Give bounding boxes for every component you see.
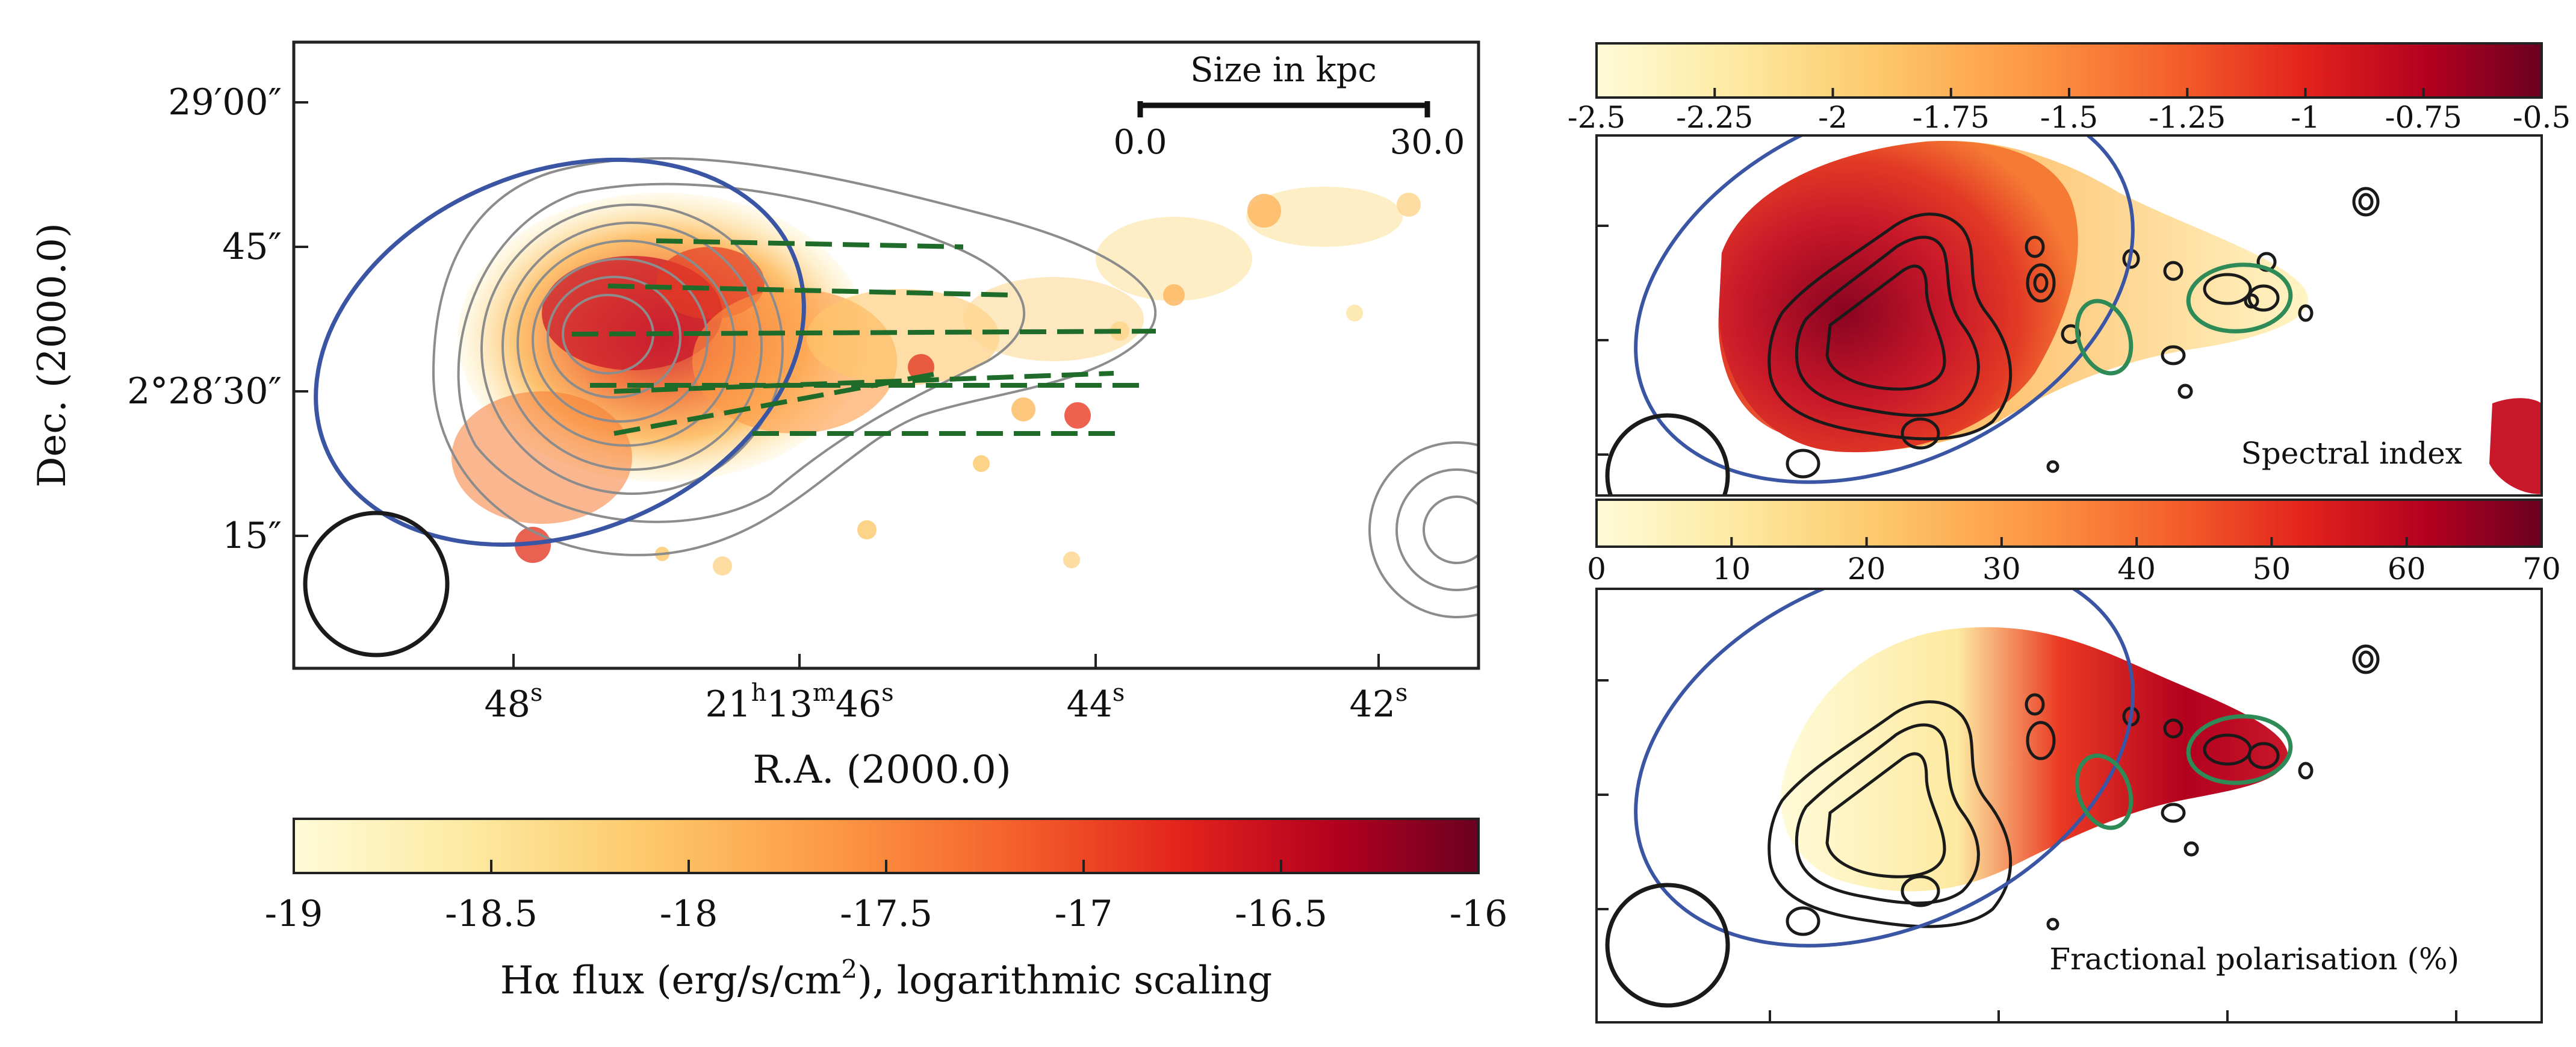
spectral-frame: [1595, 134, 2543, 497]
colorbar-tick-label: -19: [265, 893, 323, 935]
ytick-label: 29′00″: [168, 81, 282, 123]
colorbar-tick-label: -1.25: [2149, 100, 2226, 135]
radio-contours: [432, 157, 1479, 618]
polarisation-panel: 0 10 20 30 40 50 60 70: [1587, 499, 2561, 1024]
halpha-map: [303, 157, 1479, 657]
colorbar-tick-label: -16.5: [1235, 893, 1327, 935]
black-contours: [1768, 644, 2380, 936]
colorbar-tick-label: 50: [2253, 551, 2291, 586]
scale-bar-max: 30.0: [1390, 123, 1465, 162]
panel-label-polarisation: Fractional polarisation (%): [2049, 942, 2459, 977]
polarisation-frame: [1595, 588, 2543, 1024]
y-axis-label: Dec. (2000.0): [30, 223, 75, 488]
colorbar-tick-label: -1.75: [1913, 100, 1990, 135]
spectral-map: [1605, 135, 2542, 496]
colorbar-tick-label: 40: [2117, 551, 2156, 586]
scale-bar: Size in kpc 0.0 30.0: [1113, 51, 1465, 162]
ytick-label: 45″: [222, 226, 282, 268]
colorbar-tick-label: -16: [1450, 893, 1508, 935]
colorbar-tick-label: 70: [2522, 551, 2561, 586]
colorbar-tick-label: -17.5: [840, 893, 933, 935]
beam-circle: [303, 511, 450, 657]
xtick-label: 21h13m46s: [705, 679, 893, 725]
xtick-label: 48s: [485, 679, 543, 725]
colorbar-label: Hα flux (erg/s/cm2), logarithmic scaling: [500, 954, 1272, 1003]
xtick-label: 42s: [1350, 679, 1408, 725]
colorbar-tick-label: -2.25: [1676, 100, 1753, 135]
blue-ellipse: [314, 157, 806, 547]
colorbar-tick-label: 60: [2388, 551, 2426, 586]
halpha-panel: Size in kpc 0.0 30.0 29′00″ 45″ 2°28′30″…: [30, 40, 1508, 1003]
colorbar-tick-label: -2.5: [1568, 100, 1625, 135]
colorbar-tick-label: -0.75: [2385, 100, 2462, 135]
x-axis-label: R.A. (2000.0): [753, 748, 1011, 792]
scale-bar-min: 0.0: [1113, 123, 1167, 162]
black-contours: [1768, 187, 2380, 479]
colorbar-tick-label: -1: [2291, 100, 2320, 135]
polarisation-vectors: [571, 238, 1156, 436]
halpha-frame: [292, 40, 1480, 670]
colorbar-tick-label: 10: [1712, 551, 1751, 586]
ytick-label: 2°28′30″: [127, 370, 282, 412]
ytick-label: 15″: [222, 515, 282, 557]
colorbar-tick-label: -18: [660, 893, 718, 935]
colorbar-tick-label: -1.5: [2040, 100, 2098, 135]
colorbar-tick-label: -17: [1055, 893, 1113, 935]
polarisation-map: [1605, 589, 2380, 1008]
panel-label-spectral: Spectral index: [2241, 436, 2462, 471]
colorbar-tick-label: 0: [1587, 551, 1606, 586]
xtick-label: 44s: [1067, 679, 1125, 725]
colorbar-tick-label: 30: [1982, 551, 2021, 586]
halpha-colorbar: -19 -18.5 -18 -17.5 -17 -16.5 -16 Hα flux (erg…: [265, 818, 1508, 1003]
spectral-panel: -2.5 -2.25 -2 -1.75 -1.5 -1.25 -1 -0.75 -0.5: [1568, 42, 2571, 497]
colorbar-tick-label: 20: [1848, 551, 1886, 586]
colorbar-tick-label: -0.5: [2513, 100, 2571, 135]
colorbar-tick-label: -2: [1818, 100, 1848, 135]
scale-bar-title: Size in kpc: [1190, 51, 1377, 90]
colorbar-tick-label: -18.5: [445, 893, 538, 935]
polarisation-colorbar: [1595, 499, 2543, 548]
